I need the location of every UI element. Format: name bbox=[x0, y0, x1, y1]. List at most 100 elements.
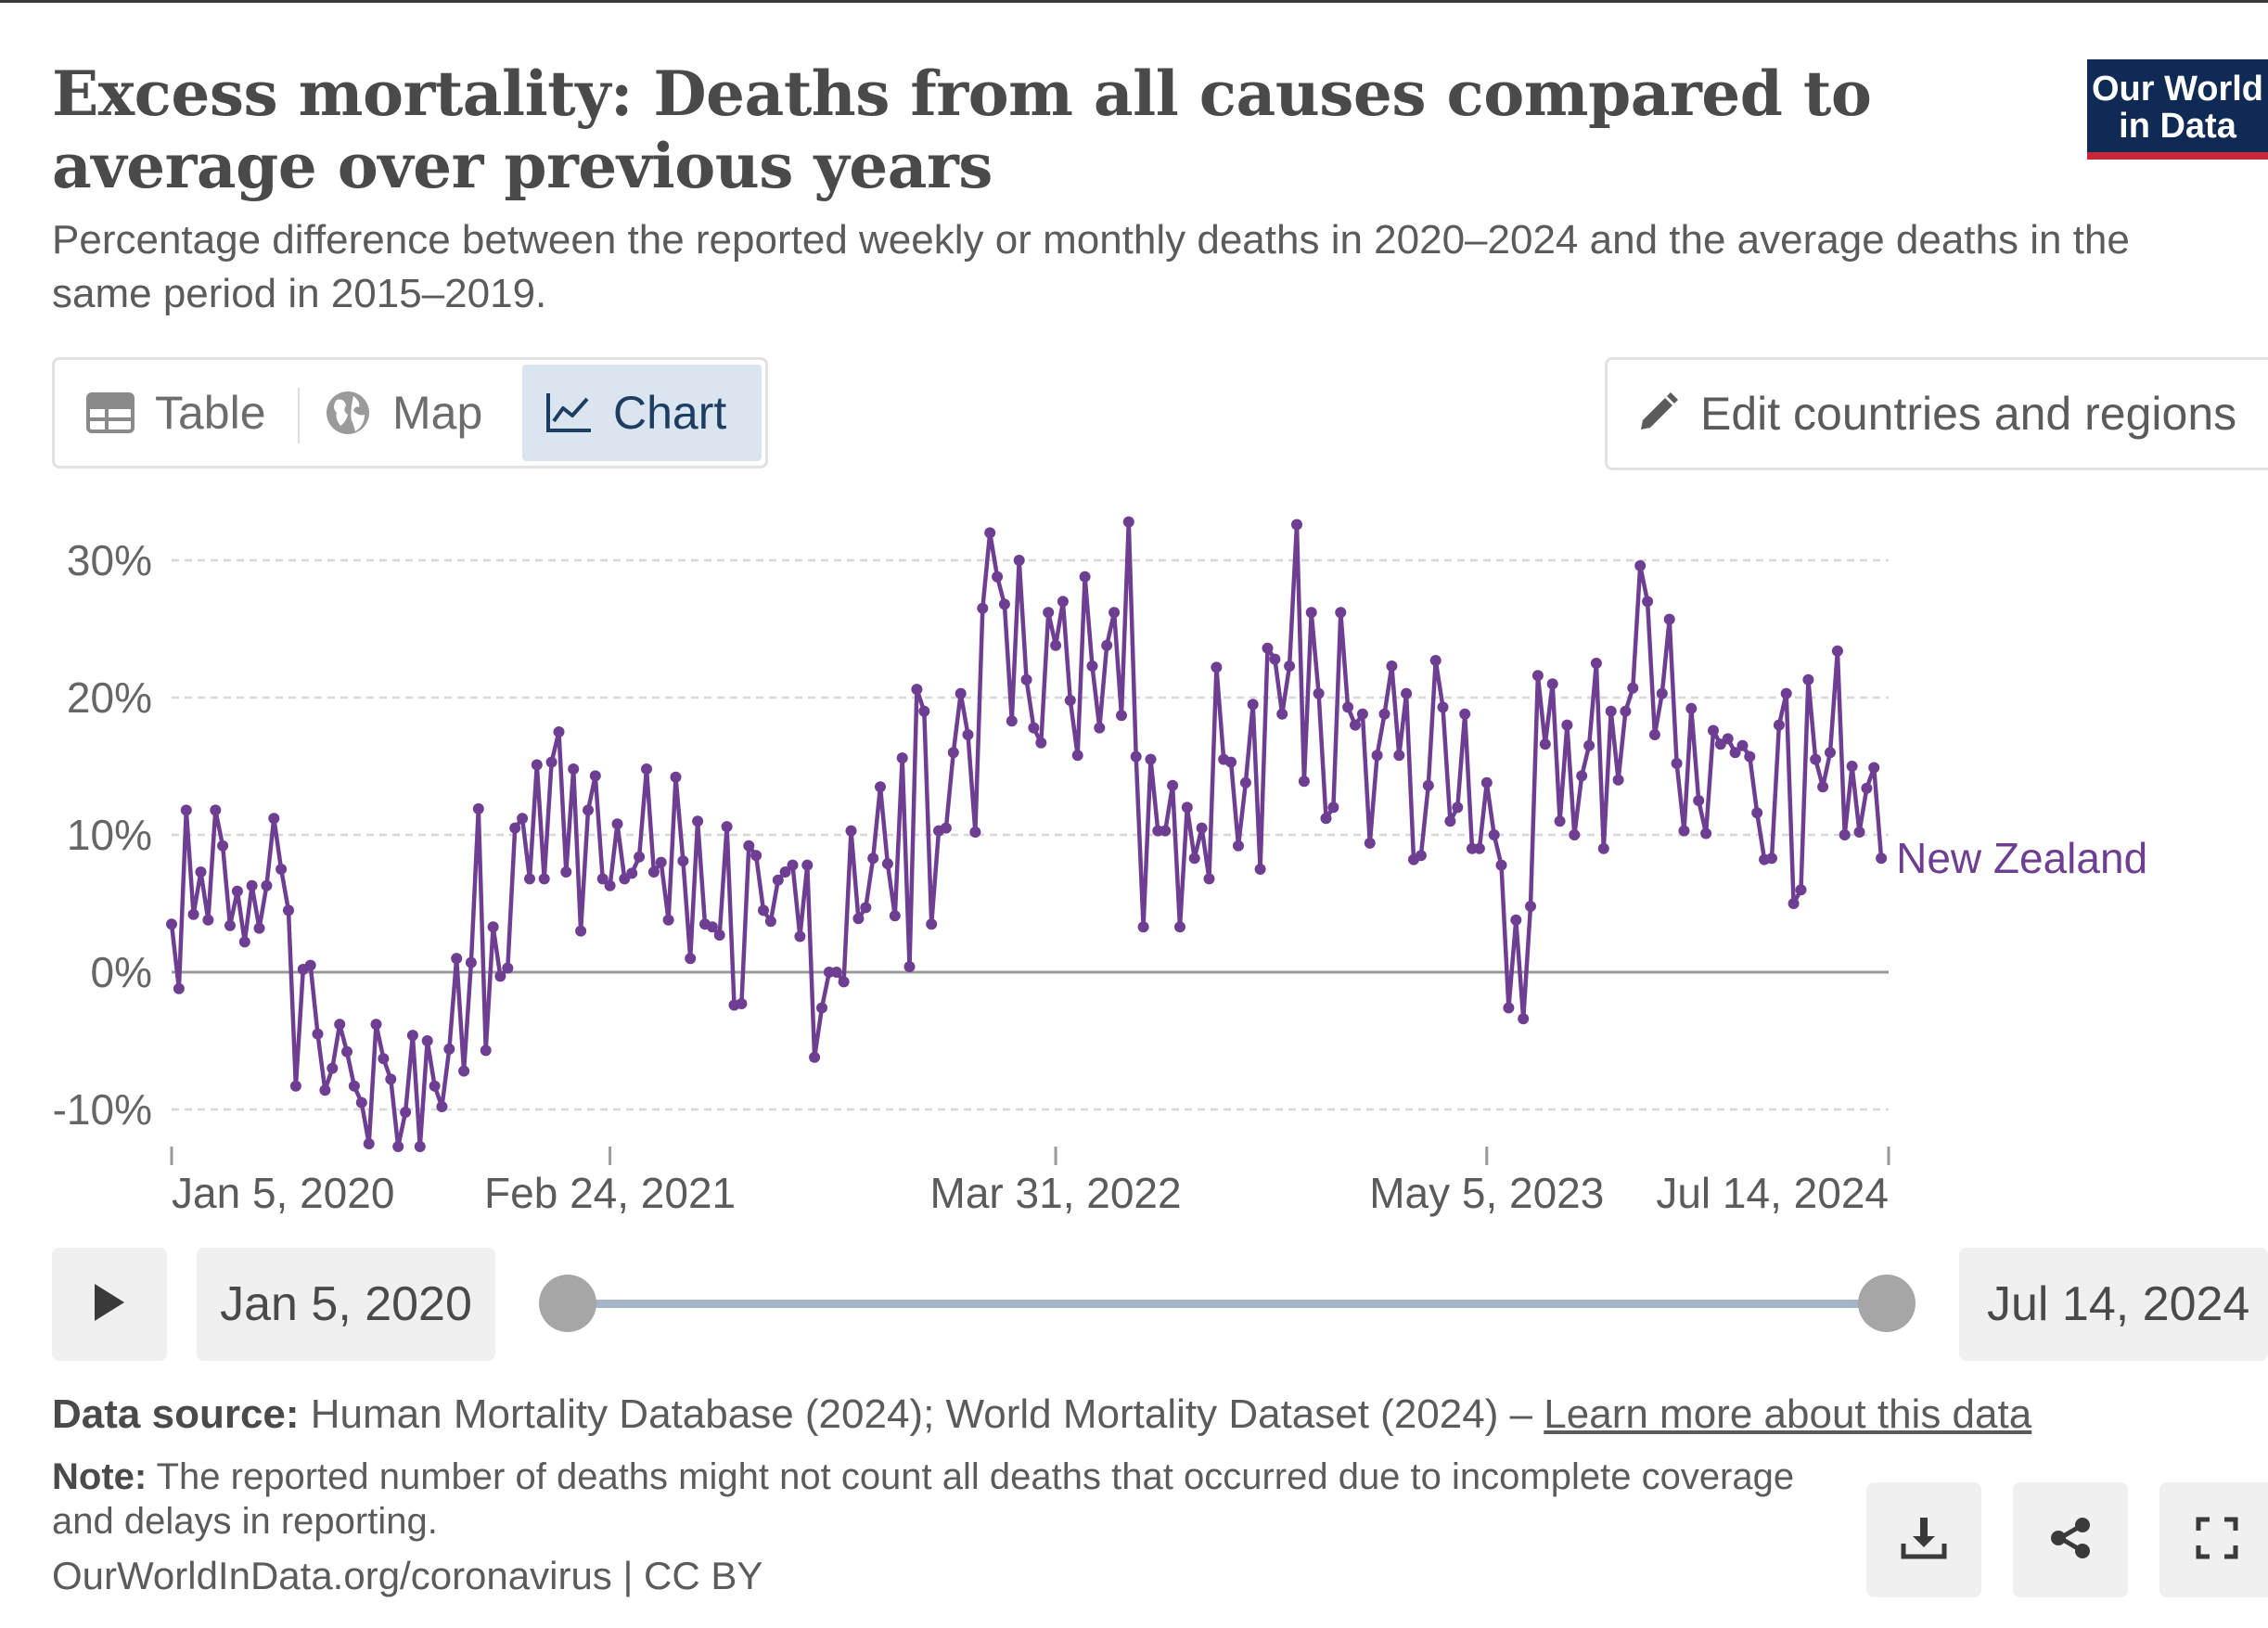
data-point bbox=[1233, 840, 1244, 852]
data-point bbox=[1708, 724, 1719, 737]
data-point bbox=[1722, 733, 1734, 745]
chart-line-icon bbox=[545, 391, 593, 434]
data-point bbox=[443, 1043, 455, 1055]
edit-countries-label: Edit countries and regions bbox=[1700, 388, 2237, 440]
data-point bbox=[509, 822, 521, 834]
data-point bbox=[1787, 898, 1800, 909]
data-point bbox=[1853, 827, 1865, 838]
data-point bbox=[706, 921, 718, 933]
end-date-box[interactable]: Jul 14, 2024 bbox=[1959, 1248, 2268, 1361]
data-point bbox=[626, 867, 638, 879]
data-point bbox=[1071, 750, 1083, 762]
data-point bbox=[531, 759, 543, 771]
data-point bbox=[458, 1065, 470, 1077]
data-point bbox=[1160, 825, 1172, 837]
data-point bbox=[1810, 753, 1822, 765]
data-point bbox=[1627, 682, 1639, 694]
data-point bbox=[1846, 761, 1858, 772]
data-point bbox=[1663, 613, 1675, 625]
owid-logo[interactable]: Our World in Data bbox=[2087, 59, 2268, 160]
data-point bbox=[224, 919, 236, 931]
timeline-start-handle[interactable] bbox=[539, 1275, 596, 1332]
data-point bbox=[1612, 774, 1624, 786]
data-point bbox=[173, 982, 185, 994]
share-button[interactable] bbox=[2013, 1482, 2128, 1597]
data-point bbox=[1825, 747, 1836, 759]
data-point bbox=[852, 913, 865, 925]
data-point bbox=[1729, 747, 1741, 759]
data-point bbox=[1276, 708, 1288, 720]
data-point bbox=[1510, 914, 1522, 926]
data-point bbox=[319, 1084, 331, 1096]
data-point bbox=[202, 914, 214, 926]
data-point bbox=[334, 1019, 346, 1031]
edit-countries-button[interactable]: Edit countries and regions bbox=[1605, 357, 2268, 470]
data-point bbox=[881, 858, 893, 870]
data-point bbox=[589, 770, 601, 782]
data-point bbox=[1605, 705, 1617, 717]
series-label-new-zealand: New Zealand bbox=[1896, 834, 2147, 882]
tab-chart[interactable]: Chart bbox=[522, 365, 762, 461]
data-point bbox=[1642, 596, 1654, 608]
play-button[interactable] bbox=[52, 1248, 167, 1361]
data-point bbox=[1531, 670, 1544, 682]
data-point bbox=[1116, 710, 1127, 722]
data-point bbox=[1401, 687, 1413, 699]
data-point bbox=[1868, 762, 1880, 774]
note-text: The reported number of deaths might not … bbox=[52, 1456, 1795, 1542]
start-date-box[interactable]: Jan 5, 2020 bbox=[197, 1248, 495, 1361]
data-point bbox=[545, 756, 557, 768]
data-point bbox=[647, 866, 660, 878]
data-point bbox=[801, 859, 814, 871]
data-point bbox=[692, 815, 704, 827]
data-point bbox=[1795, 884, 1807, 896]
data-point bbox=[926, 918, 938, 930]
data-point bbox=[385, 1073, 397, 1085]
data-point bbox=[1378, 708, 1390, 720]
data-point bbox=[1122, 516, 1134, 528]
data-point bbox=[1196, 822, 1208, 834]
top-border bbox=[0, 0, 2268, 3]
data-point bbox=[1452, 801, 1464, 814]
fullscreen-button[interactable] bbox=[2159, 1482, 2268, 1597]
timeline-end-handle[interactable] bbox=[1858, 1275, 1916, 1332]
data-point bbox=[655, 856, 667, 868]
data-point bbox=[1444, 815, 1456, 827]
learn-more-link[interactable]: Learn more about this data bbox=[1544, 1391, 2032, 1437]
timeline-track[interactable] bbox=[568, 1300, 1887, 1308]
data-point bbox=[1437, 701, 1449, 713]
chart-title: Excess mortality: Deaths from all causes… bbox=[52, 58, 1872, 202]
tab-table-label: Table bbox=[155, 387, 266, 439]
y-tick-label: 10% bbox=[67, 811, 152, 859]
data-point bbox=[283, 904, 294, 917]
data-point bbox=[1386, 660, 1398, 672]
share-icon bbox=[2047, 1515, 2094, 1566]
data-point bbox=[1576, 770, 1588, 782]
tab-table[interactable]: Table bbox=[86, 365, 266, 461]
y-tick-label: 20% bbox=[67, 673, 152, 722]
data-point bbox=[1554, 815, 1566, 827]
data-point bbox=[1262, 642, 1274, 654]
data-point bbox=[1736, 739, 1749, 751]
data-point bbox=[984, 527, 996, 539]
data-point bbox=[378, 1053, 390, 1065]
download-button[interactable] bbox=[1866, 1482, 1981, 1597]
data-point bbox=[312, 1028, 324, 1040]
data-point bbox=[246, 879, 258, 891]
data-point bbox=[1495, 859, 1507, 871]
data-point bbox=[1569, 829, 1581, 840]
data-point bbox=[517, 813, 529, 825]
data-point bbox=[1671, 758, 1683, 769]
data-point bbox=[1802, 673, 1814, 686]
tab-map[interactable]: Map bbox=[324, 365, 482, 461]
logo-line-1: Our World bbox=[2091, 70, 2264, 109]
tab-map-label: Map bbox=[392, 387, 483, 439]
series-new-zealand: New Zealand bbox=[166, 516, 2147, 1152]
data-point bbox=[392, 1141, 404, 1152]
note-label: Note: bbox=[52, 1456, 147, 1497]
source-url[interactable]: OurWorldInData.org/coronavirus | CC BY bbox=[52, 1554, 763, 1597]
data-point bbox=[355, 1096, 367, 1109]
data-point bbox=[487, 921, 499, 933]
data-point bbox=[1305, 607, 1317, 619]
data-point bbox=[1057, 596, 1069, 608]
